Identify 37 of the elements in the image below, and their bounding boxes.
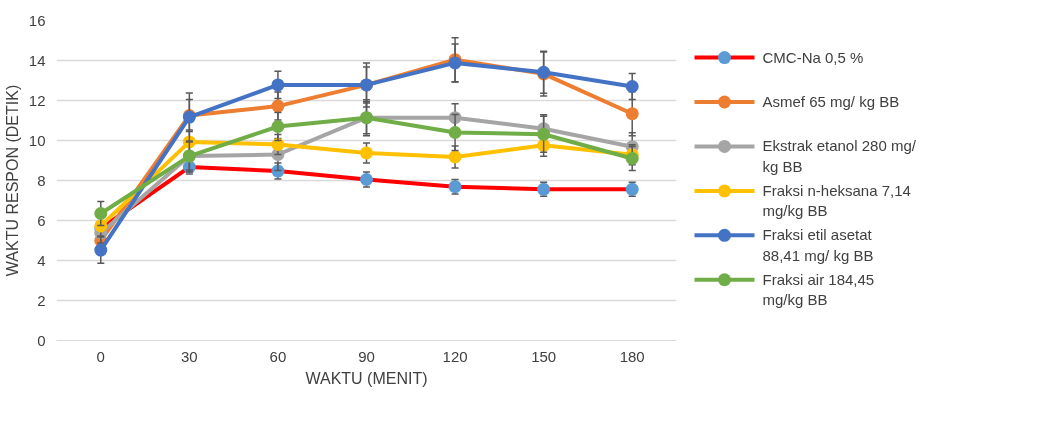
- y-tick-label: 12: [28, 91, 46, 109]
- point: [271, 78, 285, 92]
- point: [94, 243, 108, 257]
- point: [94, 207, 108, 220]
- point: [360, 146, 373, 160]
- y-tick-label: 4: [37, 251, 46, 269]
- point: [448, 126, 462, 139]
- legend-label: Fraksi n-heksana 7,14 mg/kg BB: [762, 181, 911, 220]
- x-tick-label: 90: [358, 347, 375, 365]
- legend-label: Fraksi air 184,45 mg/kg BB: [762, 270, 875, 309]
- x-axis-title: WAKTU (MENIT): [305, 369, 428, 387]
- y-tick-label: 14: [28, 51, 46, 69]
- point: [271, 138, 285, 151]
- x-tick-label: 150: [531, 347, 557, 365]
- point: [271, 99, 285, 113]
- x-tick-label: 0: [96, 347, 105, 365]
- point: [625, 80, 639, 93]
- x-tick-label: 60: [269, 347, 287, 365]
- x-tick-label: 30: [181, 347, 198, 365]
- x-tick-label: 120: [442, 347, 468, 365]
- y-tick-label: 2: [37, 291, 46, 309]
- legend-label: Ekstrak etanol 280 mg/ kg BB: [762, 137, 917, 175]
- y-axis-title: WAKTU RESPON (DETIK): [3, 84, 21, 277]
- legend-label: CMC-Na 0,5 %: [762, 48, 864, 66]
- legend-label: Fraksi etil asetat 88,41 mg/ kg BB: [762, 226, 874, 264]
- x-tick-label: 180: [619, 347, 645, 365]
- y-tick-label: 0: [37, 331, 46, 349]
- y-tick-label: 6: [37, 211, 46, 229]
- point: [448, 150, 462, 164]
- point: [625, 107, 639, 121]
- y-tick-label: 8: [37, 171, 46, 189]
- point: [625, 152, 639, 165]
- y-tick-label: 16: [28, 11, 46, 29]
- point: [271, 120, 285, 133]
- legend-label: Asmef 65 mg/ kg BB: [762, 92, 900, 110]
- point: [537, 127, 551, 141]
- y-tick-label: 10: [28, 131, 46, 149]
